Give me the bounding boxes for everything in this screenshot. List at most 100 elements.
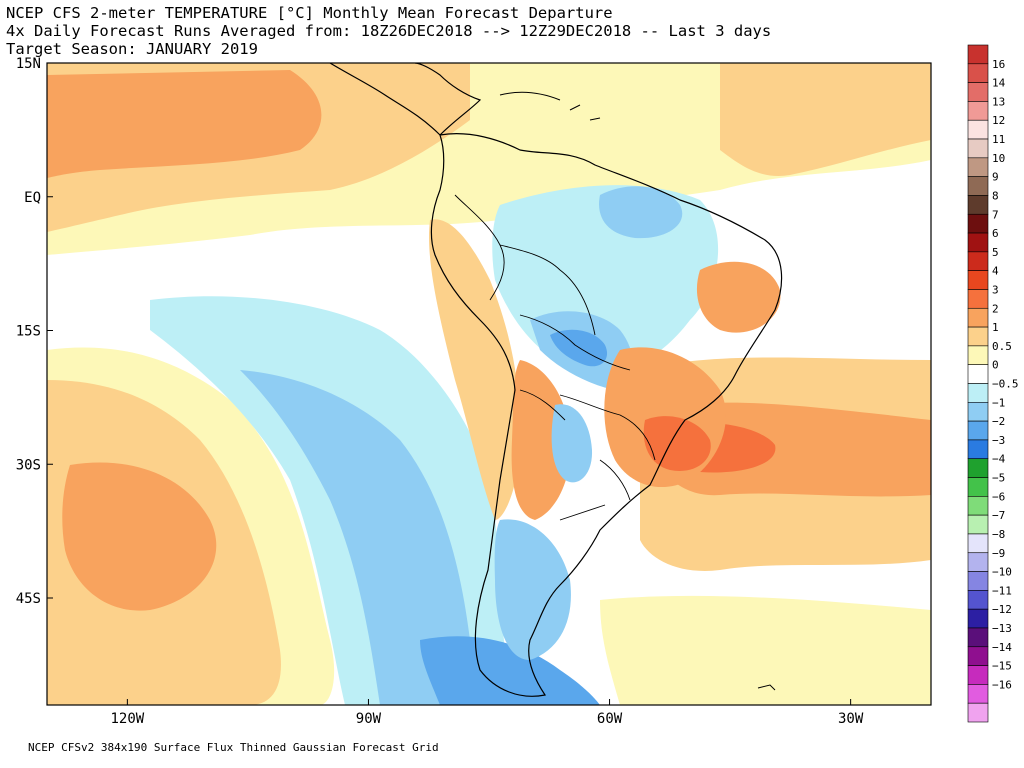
neutral-equatorial-atlantic	[771, 268, 931, 345]
colorbar-swatch	[967, 608, 989, 629]
colorbar-swatch	[967, 157, 989, 177]
colorbar-swatch	[967, 101, 989, 121]
lat-tick-label: 15N	[16, 56, 41, 72]
colorbar-label: 10	[992, 152, 1005, 165]
caribbean-islands	[499, 91, 601, 121]
falkland-islands	[757, 684, 776, 691]
colorbar-label: −6	[992, 490, 1005, 503]
warm-east-brazil	[696, 261, 781, 333]
south-america-coastline	[430, 133, 783, 697]
colorbar-swatch	[967, 270, 989, 290]
colorbar-swatch	[967, 458, 989, 478]
colorbar-label: −2	[992, 415, 1005, 428]
title-line-1: NCEP CFS 2-meter TEMPERATURE [°C] Monthl…	[6, 4, 613, 22]
colorbar-label: 5	[992, 246, 999, 259]
warm-patch-north-atlantic	[720, 63, 931, 176]
colorbar-label: −0.5	[992, 378, 1019, 391]
colorbar-swatch	[967, 82, 989, 102]
colorbar-swatch	[967, 477, 989, 497]
colorbar-label: 13	[992, 95, 1005, 108]
colorbar-swatch	[967, 119, 989, 140]
colorbar-label: 3	[992, 283, 999, 296]
colorbar-label: −11	[992, 584, 1012, 597]
plot-frame	[46, 62, 932, 706]
colorbar-swatch	[967, 232, 989, 253]
colorbar-swatch	[967, 383, 989, 403]
colorbar-swatch	[967, 138, 989, 159]
colorbar-swatch	[967, 420, 989, 441]
lon-tick-label: 60W	[597, 711, 623, 727]
colorbar-swatch	[967, 44, 989, 65]
footer-caption: NCEP CFSv2 384x190 Surface Flux Thinned …	[28, 741, 439, 754]
warm-patch-northeast-pacific-core	[47, 70, 322, 178]
lat-tick-label: 15S	[16, 324, 41, 340]
colorbar-label: 1	[992, 321, 999, 334]
colorbar-swatch	[967, 496, 989, 516]
colorbar-label: −9	[992, 547, 1005, 560]
colorbar-label: −14	[992, 641, 1012, 654]
colorbar-swatch	[967, 63, 989, 83]
longitude-axis: 120W 90W 60W 30W	[111, 699, 864, 727]
colorbar: 16 14 13 12 11 10 9 8 7 6 5 4 3 2 1 0.5 0 −0.5 −1 −2 −3 −4 −5 −…	[967, 44, 1019, 723]
country-borders	[454, 194, 656, 521]
colorbar-swatch	[967, 213, 989, 234]
colorbar-label: 2	[992, 302, 999, 315]
lon-tick-label: 30W	[838, 711, 864, 727]
anomaly-field	[47, 63, 931, 705]
colorbar-label: 9	[992, 171, 999, 184]
colorbar-swatch	[967, 702, 989, 723]
colorbar-label: −12	[992, 603, 1012, 616]
colorbar-swatch	[967, 326, 989, 347]
colorbar-swatch	[967, 307, 989, 328]
cool-patagonia	[494, 519, 571, 660]
central-america-coastline	[329, 63, 482, 136]
colorbar-label: 7	[992, 208, 999, 221]
lat-tick-label: 30S	[16, 457, 41, 473]
colorbar-label: −13	[992, 622, 1012, 635]
colorbar-swatch	[967, 627, 989, 648]
colorbar-label: 16	[992, 58, 1005, 71]
warm-andes-coast	[429, 219, 521, 521]
colorbar-label: 8	[992, 189, 999, 202]
colorbar-label: 0.5	[992, 340, 1012, 353]
colorbar-swatch	[967, 195, 989, 215]
colorbar-swatch	[967, 552, 989, 572]
colorbar-swatch	[967, 402, 989, 422]
colorbar-label: 14	[992, 77, 1006, 90]
colorbar-label: 4	[992, 265, 999, 278]
colorbar-label: −1	[992, 396, 1005, 409]
colorbar-label: −15	[992, 660, 1012, 673]
lon-tick-label: 90W	[356, 711, 382, 727]
warm-argentina	[511, 360, 571, 520]
colorbar-swatch	[967, 289, 989, 309]
warm-southeast-brazil-core	[643, 416, 711, 471]
cool-patagonia-core	[420, 636, 600, 705]
colorbar-swatch	[967, 251, 989, 271]
colorbar-label: −7	[992, 509, 1005, 522]
cool-northeast-brazil	[599, 186, 683, 239]
colorbar-label: 11	[992, 133, 1005, 146]
colorbar-label: 0	[992, 359, 999, 372]
colorbar-swatch	[967, 514, 989, 535]
colorbar-swatch	[967, 533, 989, 554]
lat-tick-label: 45S	[16, 591, 41, 607]
colorbar-swatch	[967, 345, 989, 365]
cool-tongue-southeast-pacific-mid	[240, 370, 472, 705]
colorbar-label: −16	[992, 678, 1012, 691]
colorbar-swatch	[967, 684, 989, 704]
colorbar-swatch	[967, 571, 989, 591]
cool-central-core	[550, 329, 608, 367]
title-line-3: Target Season: JANUARY 2019	[6, 40, 258, 58]
colorbar-label: −5	[992, 472, 1005, 485]
colorbar-swatch	[967, 665, 989, 685]
colorbar-label: −10	[992, 566, 1012, 579]
colorbar-label: 12	[992, 114, 1005, 127]
colorbar-swatch	[967, 646, 989, 666]
cool-argentina-pocket	[551, 404, 593, 483]
lat-tick-label: EQ	[24, 190, 41, 206]
warm-pool-southwest-pacific-core	[62, 462, 217, 611]
colorbar-swatch	[967, 364, 989, 384]
colorbar-label: −4	[992, 453, 1006, 466]
latitude-axis: 15N EQ 15S 30S 45S	[16, 56, 53, 607]
